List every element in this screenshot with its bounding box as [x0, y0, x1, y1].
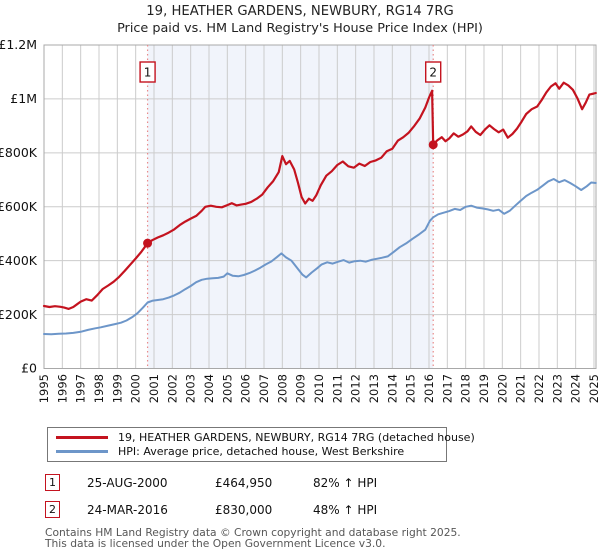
x-tick-label: 2025: [587, 374, 600, 403]
x-tick-label: 2000: [129, 374, 143, 403]
x-tick-label: 2013: [367, 374, 381, 403]
chart-title: 19, HEATHER GARDENS, NEWBURY, RG14 7RG: [146, 4, 454, 19]
x-tick-label: 2018: [459, 374, 473, 403]
sale-1-marker-label: 1: [144, 66, 152, 80]
y-tick-label: £800K: [0, 145, 38, 160]
sale-2-marker-box: [425, 61, 442, 83]
x-tick-label: 2001: [147, 374, 161, 403]
license-note: Contains HM Land Registry data © Crown c…: [45, 527, 461, 550]
x-tick-label: 2003: [184, 374, 198, 403]
hpi-line-swatch: [56, 449, 108, 453]
sales-table: 1 25-AUG-2000 £464,950 82% ↑ HPI 2 24-MA…: [45, 474, 585, 528]
x-tick-label: 2002: [165, 374, 179, 403]
x-tick-label: 2023: [550, 374, 564, 403]
x-tick-label: 2021: [514, 374, 528, 403]
x-tick-label: 1997: [74, 374, 88, 403]
x-tick-label: 2004: [202, 374, 216, 403]
x-tick-label: 1996: [55, 374, 69, 403]
chart-subtitle: Price paid vs. HM Land Registry's House …: [117, 21, 483, 36]
sale-2-marker-label: 2: [429, 66, 437, 80]
license-line-1: Contains HM Land Registry data © Crown c…: [45, 526, 461, 539]
x-tick-label: 1998: [92, 374, 106, 403]
sale-row-2: 2 24-MAR-2016 £830,000 48% ↑ HPI: [45, 501, 585, 518]
property-price-line: [42, 81, 597, 310]
x-tick-label: 2009: [294, 374, 308, 403]
x-tick-label: 1995: [37, 374, 51, 403]
sale-1-number-badge: 1: [45, 474, 60, 491]
x-tick-label: 2022: [532, 374, 546, 403]
x-tick-label: 2011: [330, 374, 344, 403]
y-tick-label: £400K: [0, 253, 38, 268]
y-tick-label: £1.2M: [0, 37, 37, 52]
x-tick-label: 2007: [257, 374, 271, 403]
x-tick-label: 2012: [349, 374, 363, 403]
x-tick-label: 1999: [110, 374, 124, 403]
x-tick-label: 2016: [422, 374, 436, 403]
x-tick-label: 2019: [477, 374, 491, 403]
y-tick-label: £0: [21, 361, 37, 376]
x-tick-label: 2014: [385, 374, 399, 403]
sale-2-date: 24-MAR-2016: [87, 502, 168, 517]
x-tick-label: 2017: [440, 374, 454, 403]
y-tick-label: £200K: [0, 307, 38, 322]
hpi-line: [43, 178, 597, 336]
sale-1-vs-hpi: 82% ↑ HPI: [313, 475, 378, 490]
x-tick-label: 2020: [495, 374, 509, 403]
sale-row-1: 1 25-AUG-2000 £464,950 82% ↑ HPI: [45, 474, 585, 491]
y-tick-label: £1M: [10, 91, 37, 106]
price-chart: £0 £200K £400K £600K £800K £1M £1.2M 1995 1996 19…: [0, 37, 600, 403]
x-tick-label: 2006: [239, 374, 253, 403]
legend-item-property: 19, HEATHER GARDENS, NEWBURY, RG14 7RG (…: [56, 430, 475, 444]
sale-2-price: £830,000: [215, 502, 273, 517]
sale-1-marker-box: [139, 61, 156, 83]
sale-2-vs-hpi: 48% ↑ HPI: [313, 502, 378, 517]
sale-1-dot: [143, 238, 153, 248]
legend-property-label: 19, HEATHER GARDENS, NEWBURY, RG14 7RG (…: [118, 430, 475, 444]
legend-hpi-label: HPI: Average price, detached house, West…: [118, 444, 405, 458]
x-tick-label: 2015: [404, 374, 418, 403]
chart-legend: 19, HEATHER GARDENS, NEWBURY, RG14 7RG (…: [47, 427, 475, 462]
x-tick-label: 2005: [220, 374, 234, 403]
sale-2-number-badge: 2: [45, 501, 60, 518]
sale-1-date: 25-AUG-2000: [87, 475, 168, 490]
sale-1-price: £464,950: [215, 475, 273, 490]
x-tick-label: 2008: [275, 374, 289, 403]
plot-border: [43, 44, 597, 369]
license-line-2: This data is licensed under the Open Gov…: [45, 537, 386, 551]
x-tick-label: 2024: [569, 374, 583, 403]
sale-2-dot: [428, 140, 438, 150]
legend-item-hpi: HPI: Average price, detached house, West…: [56, 444, 438, 458]
y-tick-label: £600K: [0, 199, 38, 214]
property-line-swatch: [56, 435, 108, 439]
x-tick-label: 2010: [312, 374, 326, 403]
